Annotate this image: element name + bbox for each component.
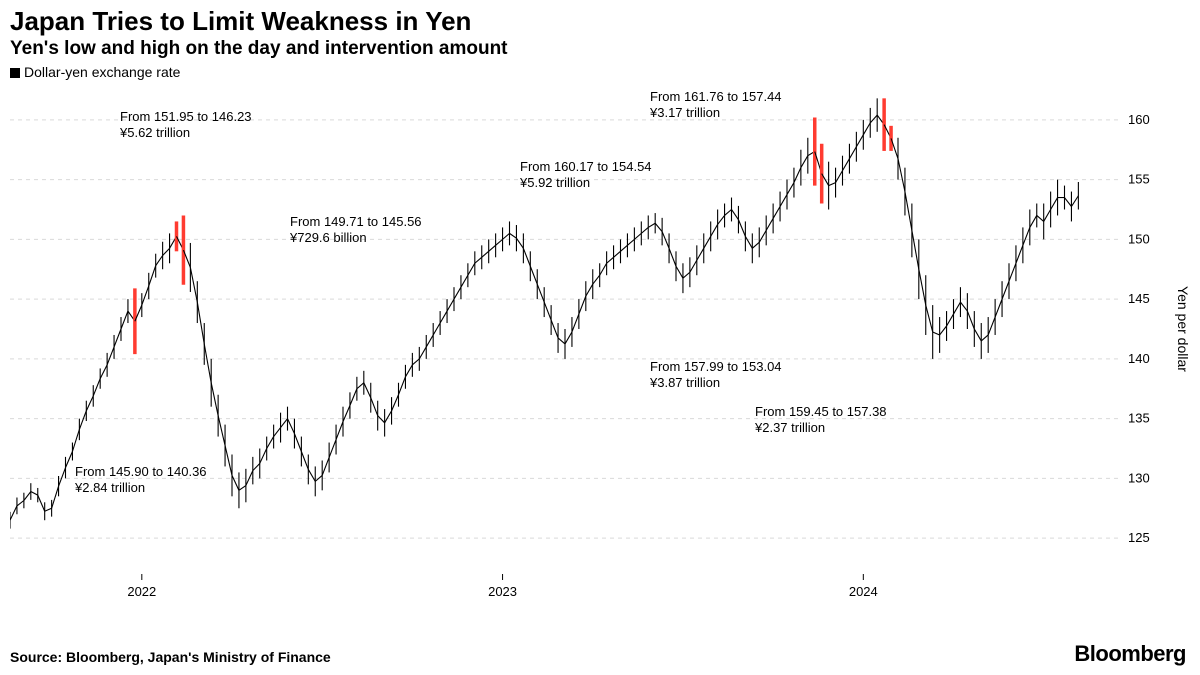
annotation: From 160.17 to 154.54¥5.92 trillion: [520, 159, 652, 192]
annotation-range: From 161.76 to 157.44: [650, 89, 782, 105]
annotation-amount: ¥3.17 trillion: [650, 105, 782, 121]
svg-text:145: 145: [1128, 291, 1150, 306]
legend-label: Dollar-yen exchange rate: [24, 64, 180, 80]
annotation: From 157.99 to 153.04¥3.87 trillion: [650, 359, 782, 392]
svg-text:125: 125: [1128, 530, 1150, 545]
chart-subtitle: Yen's low and high on the day and interv…: [10, 38, 508, 60]
legend-swatch: [10, 68, 20, 78]
svg-text:140: 140: [1128, 351, 1150, 366]
svg-text:155: 155: [1128, 172, 1150, 187]
legend: Dollar-yen exchange rate: [10, 64, 180, 80]
chart-title: Japan Tries to Limit Weakness in Yen: [10, 6, 471, 37]
svg-text:2023: 2023: [488, 584, 517, 599]
annotation: From 151.95 to 146.23¥5.62 trillion: [120, 109, 252, 142]
annotation-range: From 157.99 to 153.04: [650, 359, 782, 375]
svg-text:135: 135: [1128, 411, 1150, 426]
annotation-amount: ¥3.87 trillion: [650, 375, 782, 391]
annotation-range: From 160.17 to 154.54: [520, 159, 652, 175]
annotation-range: From 149.71 to 145.56: [290, 214, 422, 230]
brand-logo: Bloomberg: [1074, 641, 1186, 667]
svg-text:2024: 2024: [849, 584, 878, 599]
svg-text:2022: 2022: [127, 584, 156, 599]
annotation-amount: ¥5.92 trillion: [520, 175, 652, 191]
annotation: From 161.76 to 157.44¥3.17 trillion: [650, 89, 782, 122]
annotation-range: From 159.45 to 157.38: [755, 404, 887, 420]
y-axis-label: Yen per dollar: [1175, 286, 1190, 372]
svg-text:150: 150: [1128, 231, 1150, 246]
annotation-amount: ¥5.62 trillion: [120, 125, 252, 141]
annotation-amount: ¥729.6 billion: [290, 230, 422, 246]
annotation-amount: ¥2.37 trillion: [755, 420, 887, 436]
annotation: From 149.71 to 145.56¥729.6 billion: [290, 214, 422, 247]
annotation-amount: ¥2.84 trillion: [75, 480, 207, 496]
svg-text:160: 160: [1128, 112, 1150, 127]
annotation: From 145.90 to 140.36¥2.84 trillion: [75, 464, 207, 497]
annotation-range: From 151.95 to 146.23: [120, 109, 252, 125]
source-text: Source: Bloomberg, Japan's Ministry of F…: [10, 649, 331, 665]
y-axis: 125 130 135 140 145 150 155 160: [1128, 112, 1150, 545]
annotation-range: From 145.90 to 140.36: [75, 464, 207, 480]
x-axis: 2022 2023 2024: [127, 574, 877, 599]
svg-text:130: 130: [1128, 470, 1150, 485]
annotation: From 159.45 to 157.38¥2.37 trillion: [755, 404, 887, 437]
